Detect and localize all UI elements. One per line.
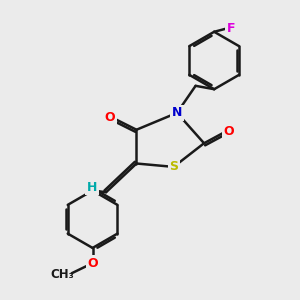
Text: O: O xyxy=(105,111,116,124)
Text: H: H xyxy=(87,181,97,194)
Text: O: O xyxy=(224,125,234,138)
Text: O: O xyxy=(87,256,98,270)
Text: CH₃: CH₃ xyxy=(50,268,74,281)
Text: S: S xyxy=(169,160,178,173)
Text: F: F xyxy=(227,22,235,35)
Text: N: N xyxy=(172,106,182,119)
